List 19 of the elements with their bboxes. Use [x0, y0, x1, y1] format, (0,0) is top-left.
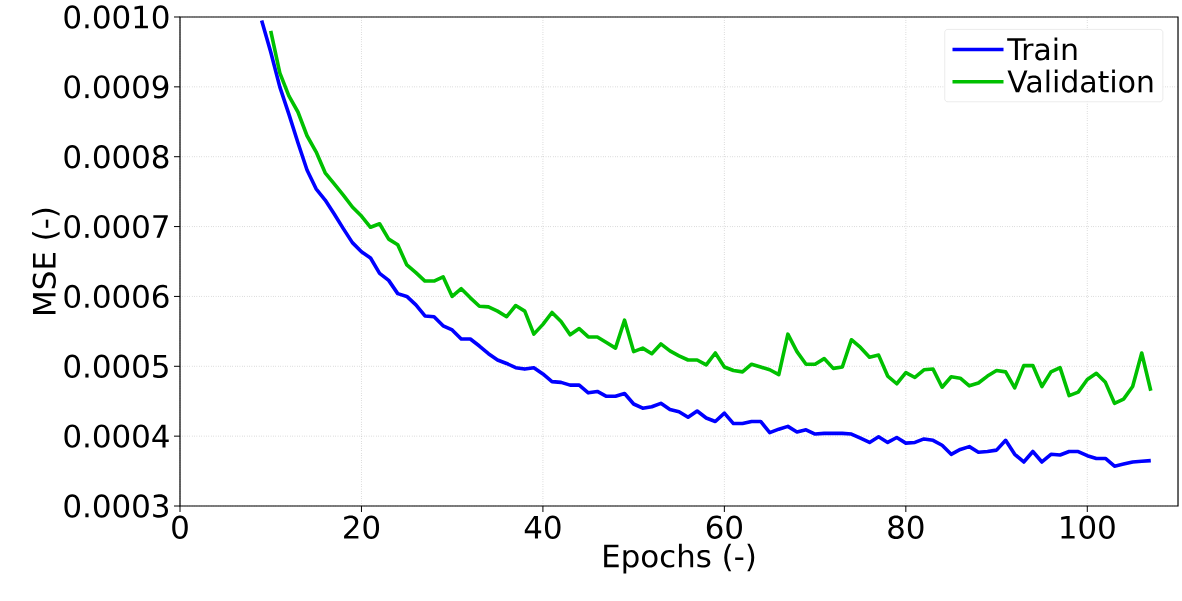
legend-label: Validation — [1007, 69, 1153, 93]
x-axis-title: Epochs (-) — [604, 543, 755, 574]
y-tick-label: 0.0009 — [64, 75, 169, 99]
y-tick-label: 0.0006 — [64, 284, 169, 309]
line-series — [268, 29, 1153, 406]
y-tick-label: 0.0005 — [64, 354, 168, 378]
x-tick-label: 100 — [1061, 515, 1115, 539]
x-tick-label: 80 — [888, 515, 924, 539]
y-tick-label: 0.0004 — [64, 424, 169, 448]
x-tick-label: 20 — [344, 515, 380, 539]
y-tick-label: 0.0010 — [64, 5, 169, 29]
legend-label: Train — [1007, 37, 1077, 61]
x-tick-label: 60 — [706, 515, 742, 539]
x-tick-label: 0 — [172, 515, 188, 539]
y-tick-label: 0.0007 — [64, 214, 168, 239]
y-tick-label: 0.0008 — [64, 145, 169, 169]
x-tick-label: 40 — [524, 515, 561, 539]
y-axis-title: MSE (-) — [32, 208, 60, 314]
y-tick-label: 0.0003 — [64, 494, 168, 518]
